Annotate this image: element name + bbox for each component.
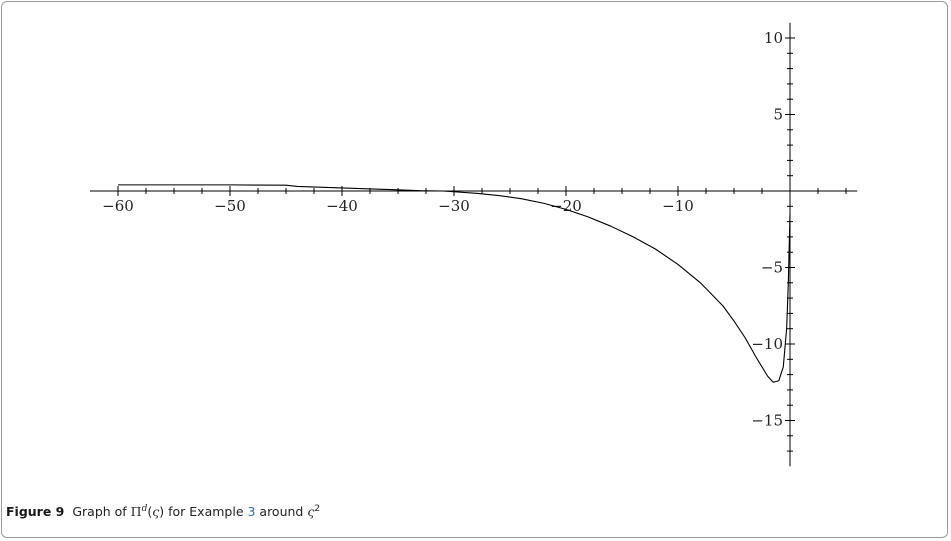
- series-line-0: [118, 184, 791, 383]
- caption-text-3: around: [255, 504, 308, 520]
- caption-text-1: Graph of: [72, 504, 131, 520]
- caption-text-2: for Example: [164, 504, 248, 520]
- x-tick-label: −40: [326, 197, 358, 215]
- caption-var2: ς: [307, 504, 315, 520]
- x-tick-label: −20: [550, 197, 582, 215]
- x-tick-label: −50: [214, 197, 246, 215]
- y-tick-label: −10: [751, 335, 783, 353]
- y-tick-label: −15: [751, 412, 783, 430]
- x-tick-label: −60: [102, 197, 134, 215]
- y-tick-label: −5: [761, 259, 783, 277]
- caption-var: ς: [152, 504, 160, 520]
- x-tick-label: −10: [662, 197, 694, 215]
- y-tick-label: 5: [773, 106, 783, 124]
- caption-var2-sup: 2: [314, 504, 321, 514]
- figure-caption: Figure 9 Graph of Πd(ς) for Example 3 ar…: [6, 504, 321, 520]
- x-tick-label: −30: [438, 197, 470, 215]
- caption-pi-sup: d: [141, 504, 148, 514]
- caption-pi: Π: [130, 504, 142, 520]
- figure-label: Figure 9: [6, 504, 65, 520]
- example-ref-link[interactable]: 3: [247, 504, 256, 520]
- y-tick-label: 10: [764, 29, 783, 47]
